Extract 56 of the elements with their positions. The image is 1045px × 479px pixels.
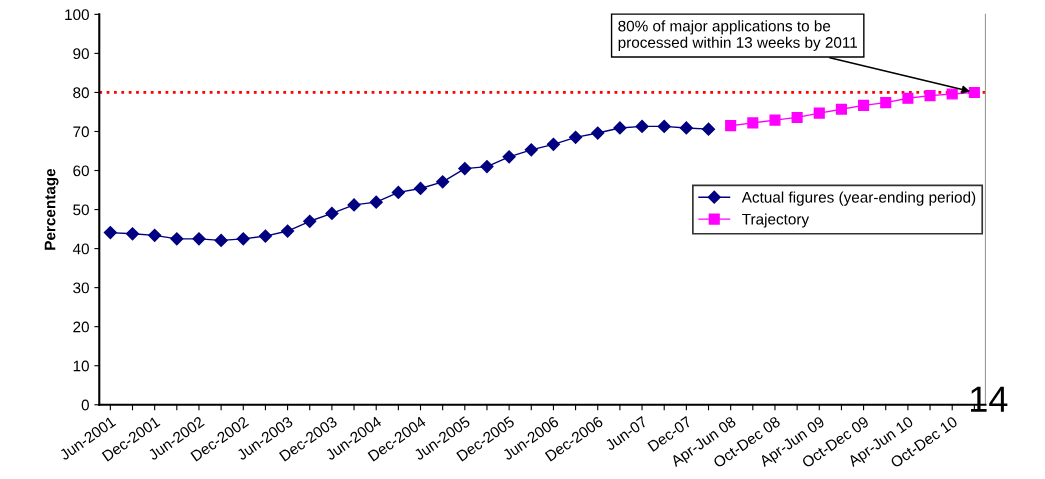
point (280, 224, 295, 238)
point (968, 86, 980, 99)
point (391, 185, 405, 199)
annotation: 80% of major applications to be processed within 13 weeks by 2011 (618, 20, 857, 51)
point (657, 119, 671, 133)
point (568, 130, 583, 144)
point (835, 103, 847, 115)
point (613, 121, 627, 135)
y-tick-label: 20 (73, 321, 89, 333)
point (679, 121, 693, 135)
y-tick-label: 70 (73, 126, 89, 138)
point (591, 126, 605, 140)
point (170, 232, 184, 246)
y-tick-label: 50 (73, 204, 89, 216)
point (924, 90, 936, 102)
point (946, 88, 958, 100)
point (325, 206, 339, 221)
point (458, 161, 472, 176)
point (725, 120, 737, 132)
y-tick-label: 60 (73, 165, 89, 177)
point (148, 228, 162, 242)
y-tick-label: 100 (65, 9, 89, 21)
point (369, 195, 383, 209)
point (635, 119, 649, 133)
point (880, 97, 892, 109)
legend-label: Trajectory (742, 213, 810, 228)
point (502, 150, 516, 164)
point (192, 232, 206, 246)
point (701, 122, 716, 136)
point (413, 181, 428, 196)
y-axis-title: Percentage (44, 168, 59, 250)
point (902, 92, 914, 104)
point (858, 99, 870, 111)
point (524, 143, 538, 157)
point (791, 111, 803, 123)
point (236, 232, 250, 246)
point (103, 226, 117, 240)
annotation: 14 (971, 386, 1008, 412)
y-tick-label: 90 (73, 48, 89, 60)
point (546, 137, 561, 151)
point (480, 160, 494, 174)
point (258, 229, 273, 243)
point (347, 198, 361, 212)
y-tick-label: 10 (73, 360, 89, 372)
point (214, 233, 228, 247)
y-tick-label: 80 (73, 87, 89, 99)
y-tick-label: 30 (73, 282, 89, 294)
point (747, 117, 759, 129)
point (125, 227, 140, 241)
point (813, 107, 825, 119)
y-tick-label: 0 (81, 399, 89, 411)
point (769, 114, 781, 126)
legend-label: Actual figures (year-ending period) (741, 191, 976, 206)
point (436, 175, 450, 189)
y-tick-label: 40 (72, 243, 89, 255)
point (303, 214, 317, 228)
